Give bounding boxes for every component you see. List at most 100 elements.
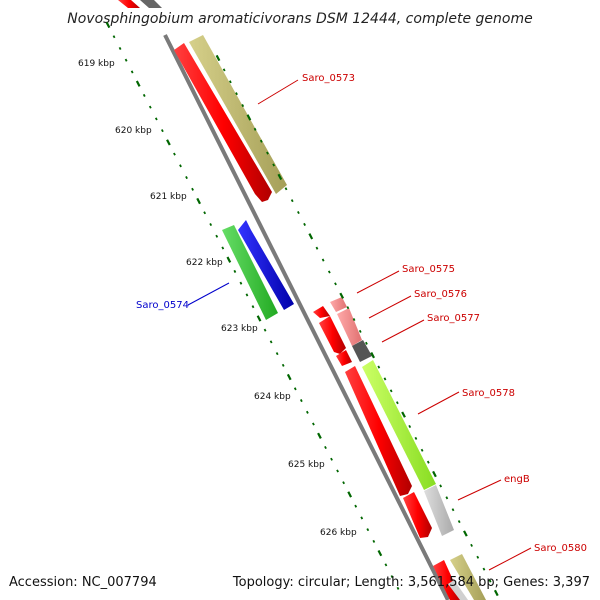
gene-label-saro-0580[interactable]: Saro_0580	[534, 543, 587, 554]
ruler-tick	[185, 176, 188, 180]
ruler-tick	[384, 563, 388, 567]
ruler-tick	[395, 401, 399, 405]
ruler-tick	[105, 21, 111, 29]
ruler-tick	[233, 269, 237, 273]
gene-feature-saro-0575[interactable]	[313, 306, 330, 318]
ruler-tick	[290, 199, 294, 203]
genome-backbone	[163, 34, 450, 600]
ruler-tick	[221, 246, 225, 250]
ruler-tick	[306, 410, 309, 414]
ruler-tick	[308, 233, 314, 240]
gene-label-saro-0576[interactable]: Saro_0576	[414, 289, 467, 300]
ruler-tick	[191, 187, 194, 191]
ruler-tick	[352, 317, 356, 322]
ruler-tick	[161, 129, 164, 133]
ruler-tick	[118, 46, 122, 50]
ruler-tick	[235, 92, 238, 96]
ruler-tick	[377, 365, 381, 369]
gene-feature-saro-0573[interactable]	[174, 43, 272, 202]
ruler-tick	[327, 270, 331, 274]
gene-feature-saro-0580-outline	[450, 554, 486, 600]
gene-feature	[140, 0, 162, 8]
ruler-tick	[370, 352, 375, 359]
ruler-tick	[336, 469, 339, 473]
ruler-tick	[259, 139, 263, 143]
gene-label-saro-0574[interactable]: Saro_0574	[136, 300, 189, 311]
ruler-tick	[124, 58, 128, 62]
gene-feature	[448, 580, 468, 600]
ruler-tick	[286, 373, 292, 381]
ruler-tick	[470, 543, 473, 547]
ruler-tick	[401, 411, 406, 418]
ruler-tick	[293, 387, 297, 391]
gene-feature-saro-0574[interactable]	[222, 225, 278, 320]
ruler-tick	[493, 589, 499, 597]
gene-feature-saro-0578-outline	[362, 360, 436, 490]
ruler-tick	[347, 491, 353, 498]
gene-feature-saro-0577-outline	[352, 340, 372, 362]
ruler-tick	[445, 496, 449, 500]
ruler-tick	[284, 187, 288, 191]
scale-label: 620 kbp	[115, 126, 152, 136]
ruler-tick	[297, 211, 300, 215]
scale-labels: 619 kbp 620 kbp 621 kbp 622 kbp 623 kbp …	[78, 59, 357, 538]
ruler-tick	[354, 504, 358, 508]
gene-label-saro-0573[interactable]: Saro_0573	[302, 73, 355, 84]
ruler-tick	[196, 197, 201, 205]
ruler-tick	[148, 105, 152, 109]
ruler-tick	[269, 340, 273, 344]
gene-label-saro-0578[interactable]: Saro_0578	[462, 388, 515, 399]
scale-label: 623 kbp	[221, 324, 258, 334]
scale-label: 625 kbp	[288, 460, 325, 470]
outer-tick-track	[215, 54, 499, 597]
ruler-tick	[476, 555, 480, 559]
ruler-tick	[266, 151, 269, 155]
ruler-tick	[482, 567, 486, 571]
gene-label-engb[interactable]: engB	[504, 474, 530, 485]
ruler-tick	[321, 258, 325, 262]
ruler-tick	[256, 315, 262, 322]
ruler-tick	[432, 470, 437, 478]
ruler-tick	[414, 436, 418, 440]
ruler-tick	[246, 114, 252, 121]
map-title: Novosphingobium aromaticivorans DSM 1244…	[67, 11, 532, 27]
ruler-tick	[366, 528, 370, 532]
ruler-tick	[245, 293, 249, 297]
gene-feature-saro-0578[interactable]	[345, 366, 412, 496]
accession-label: Accession: NC_007794	[9, 575, 157, 590]
ruler-tick	[166, 139, 171, 146]
ruler-tick	[389, 389, 393, 393]
ruler-tick	[179, 164, 182, 168]
gene-feature-engb-outline	[424, 485, 454, 536]
ruler-tick	[263, 328, 267, 332]
gene-feature-saro-0576[interactable]	[319, 316, 346, 354]
ruler-tick	[130, 70, 134, 74]
ruler-tick	[272, 163, 276, 167]
ruler-tick	[281, 363, 285, 367]
gene-feature-saro-0576-outline	[337, 308, 362, 346]
gene-feature-saro-0573-outline	[189, 35, 287, 194]
ruler-tick	[203, 211, 207, 215]
ruler-tick	[396, 586, 400, 590]
ruler-tick	[315, 246, 319, 250]
gene-feature-engb[interactable]	[403, 492, 432, 538]
ruler-tick	[303, 222, 306, 226]
gene-feature-saro-0577[interactable]	[336, 350, 352, 366]
ruler-tick	[277, 173, 283, 181]
gene-label-saro-0577[interactable]: Saro_0577	[427, 313, 480, 324]
ruler-tick	[420, 448, 424, 452]
ruler-tick	[135, 80, 141, 87]
genome-summary: Topology: circular; Length: 3,561,584 bp…	[232, 575, 590, 590]
ruler-tick	[372, 539, 376, 543]
ruler-tick	[377, 549, 383, 557]
scale-ruler	[105, 21, 400, 590]
gene-label-saro-0575[interactable]: Saro_0575	[402, 264, 455, 275]
scale-label: 624 kbp	[254, 392, 291, 402]
ruler-tick	[209, 222, 213, 227]
ruler-tick	[408, 424, 412, 429]
ruler-tick	[426, 460, 430, 464]
scale-label: 622 kbp	[186, 258, 223, 268]
ruler-tick	[383, 377, 387, 381]
ruler-tick	[339, 292, 345, 299]
